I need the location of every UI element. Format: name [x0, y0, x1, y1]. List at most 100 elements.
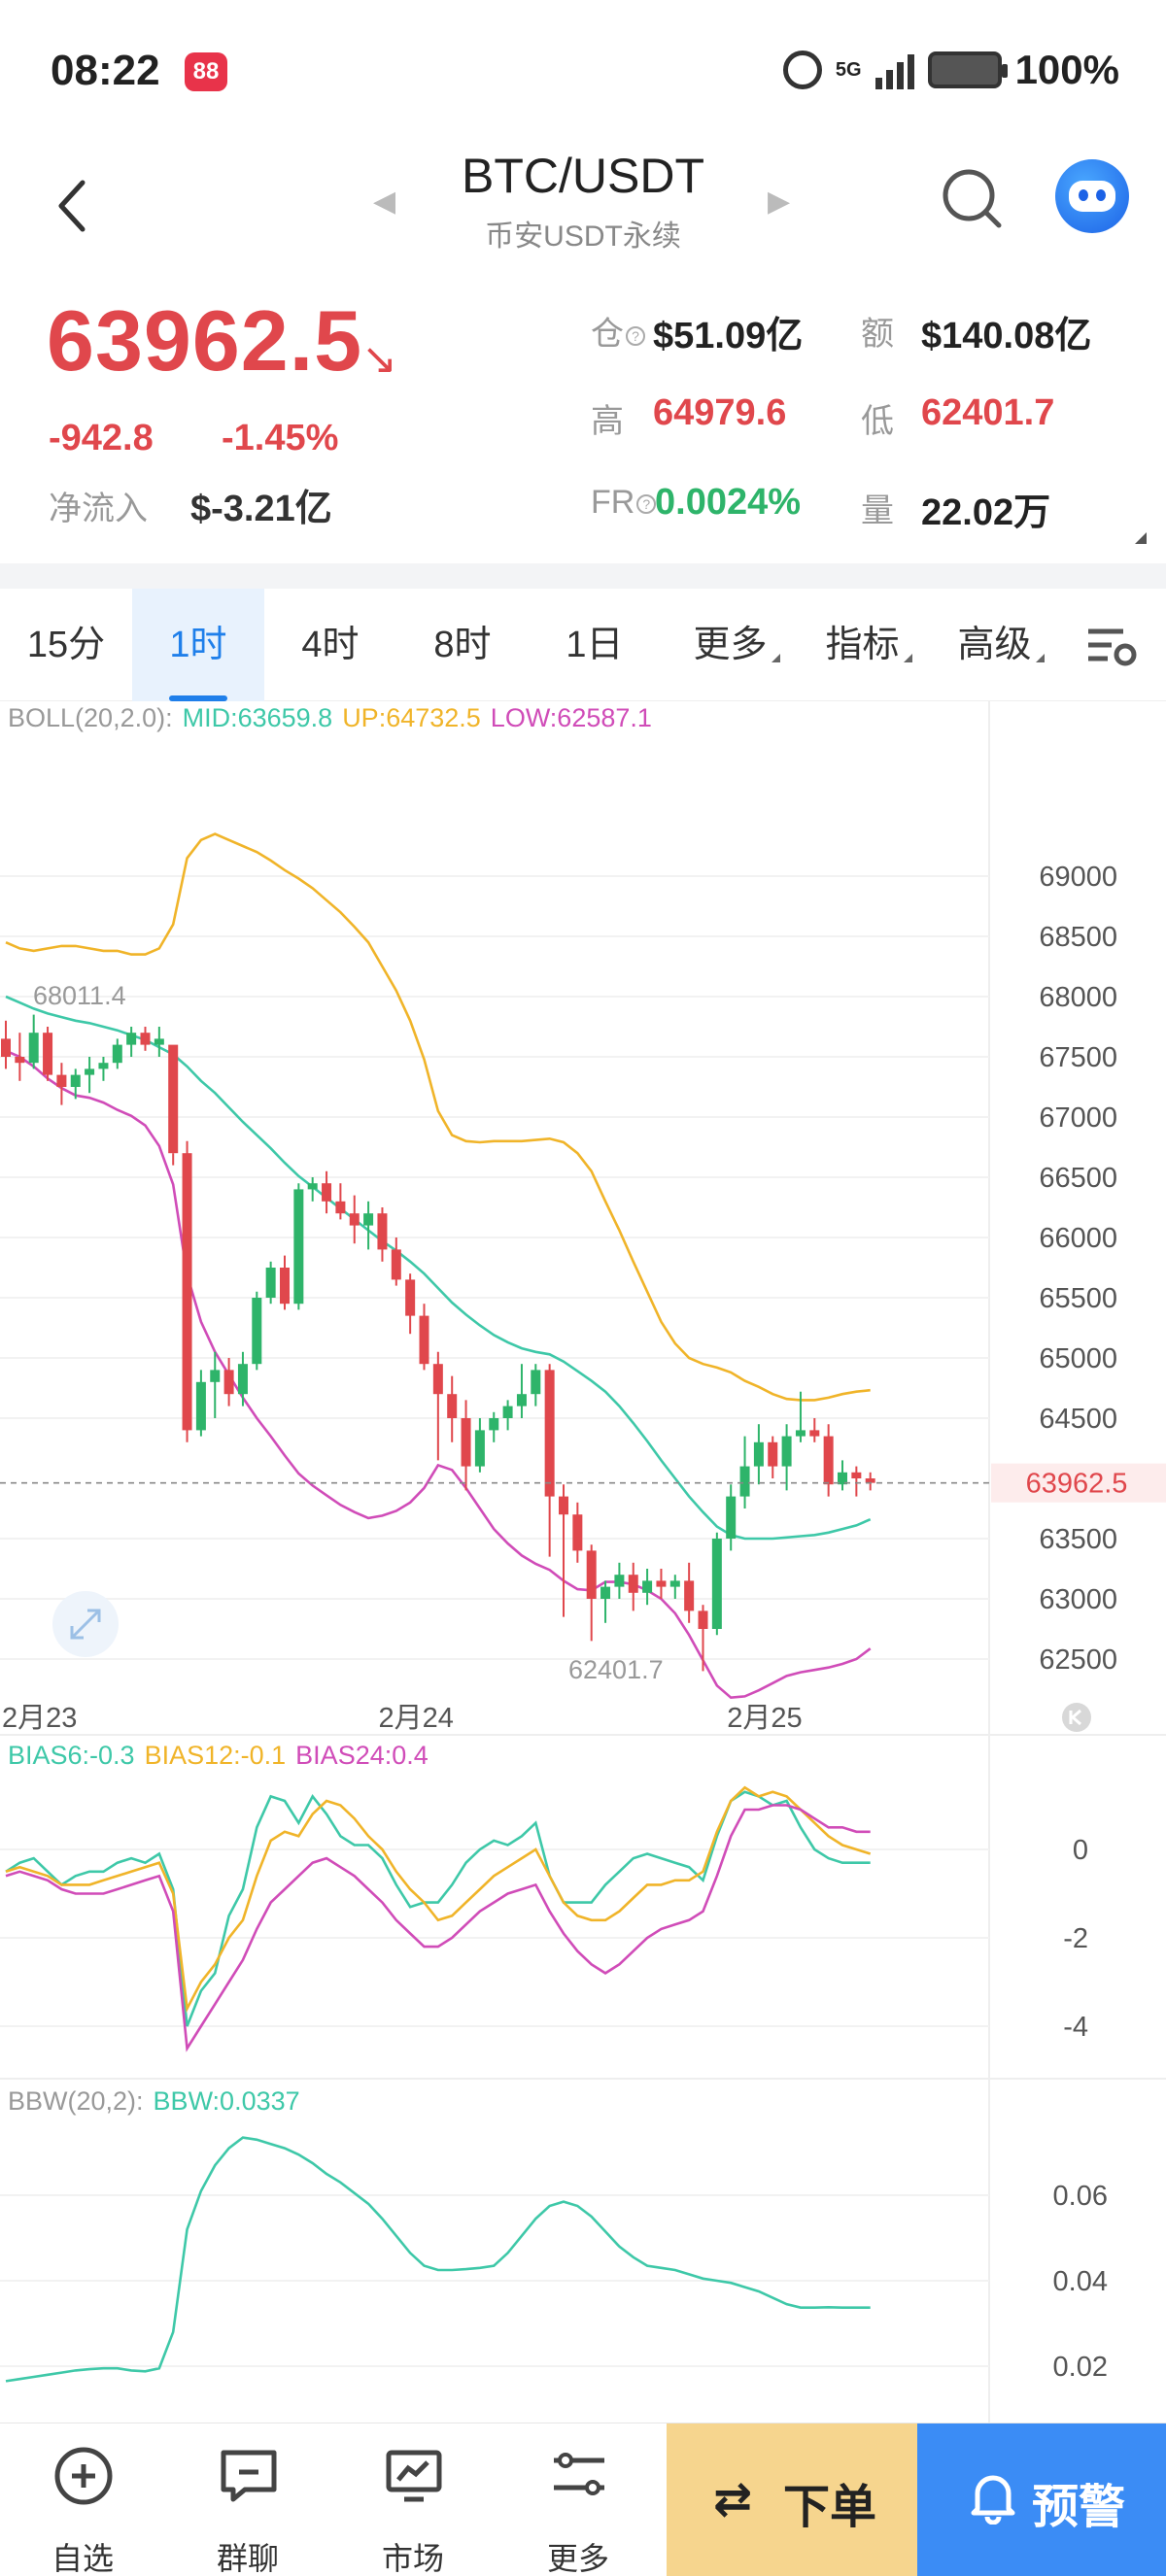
bias24-value: BIAS24:0.4 — [295, 1741, 429, 1770]
help-icon[interactable]: ? — [636, 494, 657, 514]
place-order-button[interactable]: ⇄ 下单 — [667, 2423, 917, 2576]
bias-line-bias6 — [5, 1790, 871, 2027]
bottom-nav: 自选 群聊 市场 更多 ⇄ 下单 预警 — [0, 2423, 1166, 2576]
price-alert-button[interactable]: 预警 — [917, 2423, 1166, 2576]
candle-body — [739, 1466, 750, 1497]
expand-ticker-icon[interactable] — [1135, 532, 1147, 544]
boll-low-value: LOW:62587.1 — [490, 703, 652, 732]
boll-mid-value: MID:63659.8 — [182, 703, 333, 732]
candle-body — [223, 1370, 234, 1395]
next-symbol-button[interactable]: ▶ — [768, 186, 791, 218]
assistant-bot-icon[interactable] — [1055, 159, 1129, 233]
candle-body — [1, 1038, 11, 1057]
tab-15m[interactable]: 15分 — [26, 625, 106, 665]
candle-body — [516, 1394, 527, 1407]
price-tick-label: 63500 — [1039, 1524, 1117, 1555]
candle-body — [809, 1430, 820, 1437]
low-label: 低 — [861, 403, 894, 440]
app-notification-icon: 88 — [185, 52, 227, 91]
header: ◀ BTC/USDT 币安USDT永续 ▶ — [0, 146, 1166, 291]
interval-tabs: 15分 1时 4时 8时 1日 更多 指标 高级 — [0, 589, 1166, 701]
low-value: 62401.7 — [921, 392, 1055, 433]
bias-tick-label: -4 — [1063, 2012, 1088, 2043]
candle-body — [154, 1038, 164, 1045]
scroll-to-latest-icon[interactable] — [1062, 1703, 1091, 1732]
candle-body — [195, 1381, 206, 1431]
dropdown-icon — [903, 654, 912, 662]
back-button[interactable] — [53, 175, 112, 253]
tab-more[interactable]: 更多 — [670, 589, 803, 701]
status-time: 08:22 — [51, 47, 160, 94]
bbw-tick-label: 0.02 — [1053, 2352, 1108, 2383]
candle-body — [85, 1068, 95, 1075]
tab-advanced[interactable]: 高级 — [935, 589, 1067, 701]
candle-body — [768, 1441, 778, 1467]
candle-body — [586, 1550, 597, 1599]
candle-body — [126, 1033, 137, 1045]
bias6-value: BIAS6:-0.3 — [8, 1741, 135, 1770]
candle-body — [698, 1610, 708, 1629]
bbw-tick-label: 0.04 — [1053, 2266, 1108, 2297]
tab-1h[interactable]: 1时 — [132, 589, 264, 701]
candle-body — [461, 1418, 471, 1467]
candle-body — [432, 1364, 443, 1395]
inflow-value: $-3.21亿 — [190, 489, 332, 529]
nav-watchlist[interactable]: 自选 — [0, 2423, 165, 2576]
swap-icon: ⇄ — [713, 2474, 753, 2525]
candle-body — [335, 1201, 346, 1214]
price-alert-label: 预警 — [1032, 2482, 1126, 2533]
high-value: 64979.6 — [653, 392, 787, 433]
candle-body — [447, 1394, 458, 1418]
more-icon — [554, 2453, 604, 2495]
candle-body — [322, 1183, 332, 1202]
prev-symbol-button[interactable]: ◀ — [373, 186, 396, 218]
tab-8h[interactable]: 8时 — [433, 625, 492, 665]
market-icon — [386, 2450, 442, 2502]
exchange-subtitle: 币安USDT永续 — [485, 220, 681, 253]
help-icon[interactable]: ? — [626, 326, 645, 346]
open-interest-value: $51.09亿 — [653, 316, 804, 356]
candle-body — [795, 1430, 806, 1437]
nav-more[interactable]: 更多 — [496, 2423, 661, 2576]
candle-body — [572, 1514, 583, 1551]
price-tick-label: 66500 — [1039, 1163, 1117, 1194]
tab-4h[interactable]: 4时 — [301, 625, 360, 665]
status-bar: 08:22 88 5G 100% — [0, 0, 1166, 146]
candle-body — [377, 1213, 388, 1250]
price-tick-label: 62500 — [1039, 1644, 1117, 1676]
nav-market[interactable]: 市场 — [330, 2423, 496, 2576]
price-tick-label: 67000 — [1039, 1102, 1117, 1134]
candle-body — [628, 1575, 638, 1593]
candle-body — [307, 1183, 318, 1190]
candle-body — [56, 1074, 67, 1087]
volume-label: 量 — [861, 492, 894, 529]
chart-settings-icon[interactable] — [1084, 626, 1139, 668]
tab-1d[interactable]: 1日 — [566, 625, 624, 665]
candle-body — [726, 1496, 737, 1539]
candle-body — [293, 1189, 304, 1305]
tab-indicators[interactable]: 指标 — [803, 589, 935, 701]
search-button[interactable] — [939, 165, 1007, 233]
ticker-panel: 63962.5 ↘ -942.8 -1.45% 净流入 $-3.21亿 仓? $… — [0, 291, 1166, 563]
dropdown-icon — [771, 654, 780, 662]
nav-chat[interactable]: 群聊 — [165, 2423, 330, 2576]
nav-label: 更多 — [546, 2541, 609, 2576]
symbol-title[interactable]: BTC/USDT — [462, 149, 704, 203]
candle-body — [168, 1044, 179, 1154]
nav-label: 自选 — [51, 2541, 114, 2576]
kline-chart-area[interactable]: 69000 68500 68000 67500 67000 66500 66000 65500… — [0, 701, 1166, 2423]
candle-body — [210, 1370, 221, 1382]
candle-body — [98, 1063, 109, 1069]
amount-label: 额 — [861, 316, 894, 353]
candle-body — [544, 1370, 555, 1497]
boll-upper-line — [5, 832, 871, 1402]
candle-body — [252, 1298, 262, 1365]
last-price: 63962.5 — [47, 292, 363, 389]
chevron-left-icon — [58, 180, 86, 232]
candle-body — [753, 1441, 764, 1467]
boll-lower-line — [5, 1049, 872, 1700]
candle-body — [419, 1315, 429, 1365]
time-axis-label: 2月25 — [727, 1703, 802, 1734]
y-axis-column — [989, 701, 1166, 2423]
candle-body — [43, 1033, 53, 1075]
